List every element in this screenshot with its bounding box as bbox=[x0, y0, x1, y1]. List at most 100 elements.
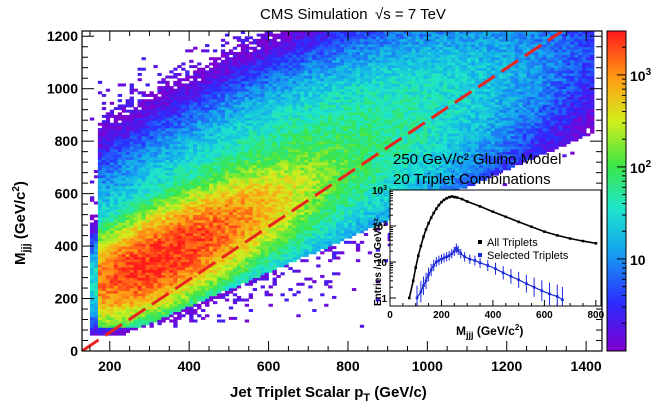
heatmap-cell bbox=[165, 177, 170, 181]
heatmap-cell bbox=[248, 259, 254, 263]
heatmap-cell bbox=[161, 198, 166, 202]
heatmap-cell bbox=[288, 96, 293, 100]
heatmap-cell bbox=[276, 253, 281, 257]
heatmap-cell bbox=[193, 206, 198, 210]
heatmap-cell bbox=[228, 65, 234, 69]
heatmap-cell bbox=[177, 177, 182, 181]
heatmap-cell bbox=[232, 51, 238, 55]
heatmap-cell bbox=[121, 167, 127, 171]
heatmap-cell bbox=[212, 162, 218, 166]
heatmap-cell bbox=[292, 204, 297, 208]
heatmap-cell bbox=[300, 133, 305, 137]
heatmap-cell bbox=[296, 67, 301, 71]
heatmap-cell bbox=[228, 193, 234, 197]
heatmap-cell bbox=[216, 259, 222, 263]
heatmap-cell bbox=[105, 309, 111, 312]
heatmap-cell bbox=[272, 88, 277, 92]
heatmap-cell bbox=[101, 327, 107, 331]
heatmap-cell bbox=[276, 240, 281, 244]
heatmap-cell bbox=[264, 86, 269, 90]
heatmap-cell bbox=[276, 156, 281, 160]
heatmap-cell bbox=[272, 62, 277, 66]
heatmap-cell bbox=[165, 217, 170, 221]
heatmap-cell bbox=[169, 172, 174, 176]
heatmap-cell bbox=[193, 259, 198, 263]
heatmap-cell bbox=[276, 36, 281, 40]
heatmap-cell bbox=[189, 272, 194, 276]
heatmap-cell bbox=[145, 83, 150, 87]
heatmap-cell bbox=[276, 78, 281, 82]
heatmap-cell bbox=[272, 107, 277, 111]
heatmap-cell bbox=[256, 227, 261, 231]
heatmap-cell bbox=[276, 235, 281, 239]
heatmap-cell bbox=[256, 269, 261, 273]
heatmap-cell bbox=[105, 209, 111, 213]
heatmap-cell bbox=[165, 128, 170, 132]
heatmap-cell bbox=[228, 180, 234, 184]
heatmap-cell bbox=[165, 146, 170, 150]
heatmap-cell bbox=[177, 274, 182, 278]
heatmap-cell bbox=[240, 225, 246, 229]
heatmap-cell bbox=[256, 93, 261, 97]
heatmap-cell bbox=[284, 225, 289, 229]
heatmap-cell bbox=[252, 133, 258, 137]
heatmap-cell bbox=[236, 164, 242, 168]
heatmap-cell bbox=[133, 295, 138, 299]
heatmap-cell bbox=[300, 159, 305, 163]
heatmap-cell bbox=[157, 99, 162, 103]
heatmap-cell bbox=[105, 230, 111, 234]
heatmap-cell bbox=[141, 138, 146, 142]
heatmap-cell bbox=[280, 125, 285, 129]
heatmap-cell bbox=[240, 109, 246, 113]
heatmap-cell bbox=[149, 261, 154, 265]
heatmap-cell bbox=[169, 269, 174, 273]
heatmap-cell bbox=[268, 101, 273, 105]
heatmap-cell bbox=[240, 204, 246, 208]
heatmap-cell bbox=[149, 217, 154, 221]
heatmap-cell bbox=[280, 122, 285, 126]
heatmap-cell bbox=[133, 225, 138, 229]
heatmap-cell bbox=[193, 151, 198, 155]
heatmap-cell bbox=[141, 285, 146, 289]
heatmap-cell bbox=[145, 162, 150, 166]
heatmap-cell bbox=[308, 183, 313, 187]
heatmap-cell bbox=[220, 251, 226, 255]
heatmap-cell bbox=[280, 240, 285, 244]
heatmap-cell bbox=[133, 214, 138, 218]
heatmap-cell bbox=[276, 133, 281, 137]
heatmap-cell bbox=[240, 164, 246, 168]
heatmap-cell bbox=[288, 101, 293, 105]
heatmap-cell bbox=[300, 78, 305, 82]
heatmap-cell bbox=[300, 86, 305, 90]
heatmap-cell bbox=[141, 282, 146, 286]
heatmap-cell bbox=[169, 96, 174, 100]
heatmap-cell bbox=[101, 107, 107, 111]
heatmap-cell bbox=[304, 259, 309, 263]
heatmap-cell bbox=[101, 238, 107, 242]
heatmap-cell bbox=[284, 151, 289, 155]
heatmap-cell bbox=[113, 159, 119, 163]
heatmap-cell bbox=[296, 125, 301, 129]
heatmap-cell bbox=[177, 180, 182, 184]
heatmap-cell bbox=[113, 324, 119, 328]
heatmap-cell bbox=[173, 267, 178, 271]
heatmap-cell bbox=[193, 78, 198, 82]
heatmap-cell bbox=[304, 246, 309, 250]
heatmap-cell bbox=[205, 117, 210, 121]
heatmap-cell bbox=[113, 201, 119, 205]
heatmap-cell bbox=[212, 222, 218, 226]
heatmap-cell bbox=[264, 230, 269, 234]
heatmap-cell bbox=[157, 204, 162, 208]
heatmap-cell bbox=[268, 46, 273, 50]
heatmap-cell bbox=[181, 235, 186, 239]
heatmap-cell bbox=[105, 156, 111, 160]
heatmap-cell bbox=[113, 138, 119, 142]
heatmap-cell bbox=[181, 177, 186, 181]
heatmap-cell bbox=[133, 290, 138, 294]
heatmap-cell bbox=[117, 175, 123, 179]
heatmap-cell bbox=[185, 206, 190, 210]
heatmap-cell bbox=[209, 130, 214, 134]
heatmap-cell bbox=[149, 156, 154, 160]
heatmap-cell bbox=[121, 198, 127, 202]
heatmap-cell bbox=[248, 96, 254, 100]
